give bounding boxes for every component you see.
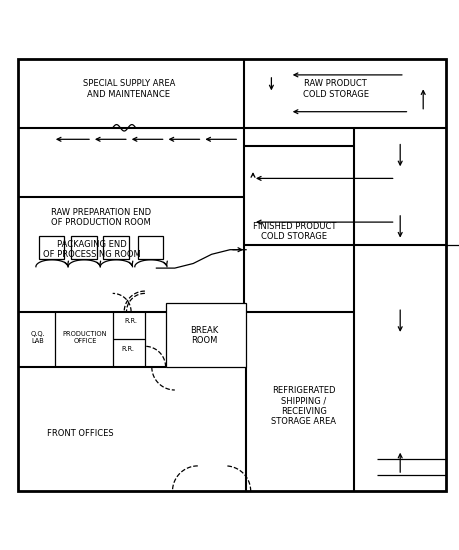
Text: BREAK
ROOM: BREAK ROOM xyxy=(190,326,218,345)
Text: PRODUCTION
OFFICE: PRODUCTION OFFICE xyxy=(63,331,107,344)
Text: SPECIAL SUPPLY AREA
AND MAINTENANCE: SPECIAL SUPPLY AREA AND MAINTENANCE xyxy=(83,79,174,99)
Text: RAW PREPARATION END
OF PRODUCTION ROOM: RAW PREPARATION END OF PRODUCTION ROOM xyxy=(51,208,151,227)
Bar xyxy=(138,236,163,259)
Bar xyxy=(39,236,64,259)
Text: R.R.: R.R. xyxy=(124,318,137,324)
Text: Q.Q.
LAB: Q.Q. LAB xyxy=(30,331,45,344)
Text: REFRIGERATED
SHIPPING /
RECEIVING
STORAGE AREA: REFRIGERATED SHIPPING / RECEIVING STORAG… xyxy=(270,386,336,426)
Text: RAW PRODUCT
COLD STORAGE: RAW PRODUCT COLD STORAGE xyxy=(302,79,368,99)
Bar xyxy=(165,302,246,367)
Bar xyxy=(103,236,129,259)
Text: FINISHED PRODUCT
COLD STORAGE: FINISHED PRODUCT COLD STORAGE xyxy=(252,222,336,241)
Text: FRONT OFFICES: FRONT OFFICES xyxy=(47,429,113,438)
Text: PACKAGING END
OF PROCESSING ROOM: PACKAGING END OF PROCESSING ROOM xyxy=(43,240,140,260)
Text: R.R.: R.R. xyxy=(121,345,134,351)
Bar xyxy=(71,236,96,259)
